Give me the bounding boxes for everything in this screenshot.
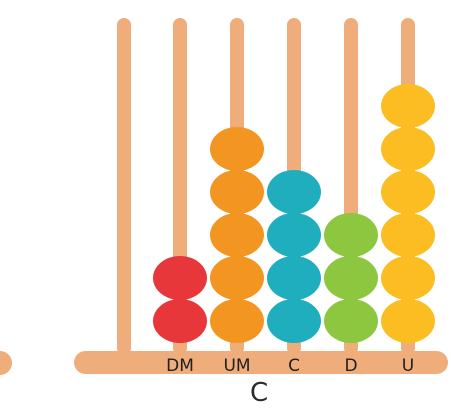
abacus-rod	[117, 18, 131, 355]
abacus-beads	[153, 84, 435, 343]
abacus-bead	[267, 170, 321, 214]
abacus-bead	[267, 256, 321, 300]
cropped-bead-fragment	[0, 351, 12, 375]
abacus-bead	[324, 213, 378, 257]
place-value-label: D	[344, 356, 358, 376]
abacus-base	[74, 351, 448, 374]
abacus-bead	[153, 256, 207, 300]
abacus-bead	[381, 127, 435, 171]
abacus-caption: C	[250, 378, 269, 408]
place-value-label: C	[288, 356, 300, 376]
abacus-bead	[210, 299, 264, 343]
abacus-bead	[210, 127, 264, 171]
abacus-bead	[210, 256, 264, 300]
abacus-bead	[210, 213, 264, 257]
place-value-label: DM	[166, 356, 194, 376]
abacus-bead	[210, 170, 264, 214]
abacus-bead	[324, 256, 378, 300]
abacus-bead	[324, 299, 378, 343]
abacus-bead	[381, 84, 435, 128]
abacus-bead	[381, 213, 435, 257]
abacus-bead	[381, 299, 435, 343]
place-value-label: UM	[223, 356, 251, 376]
abacus-bead	[381, 256, 435, 300]
abacus-bead	[153, 299, 207, 343]
place-value-label: U	[401, 356, 415, 376]
abacus-bead	[267, 213, 321, 257]
abacus-bead	[267, 299, 321, 343]
abacus-bead	[381, 170, 435, 214]
